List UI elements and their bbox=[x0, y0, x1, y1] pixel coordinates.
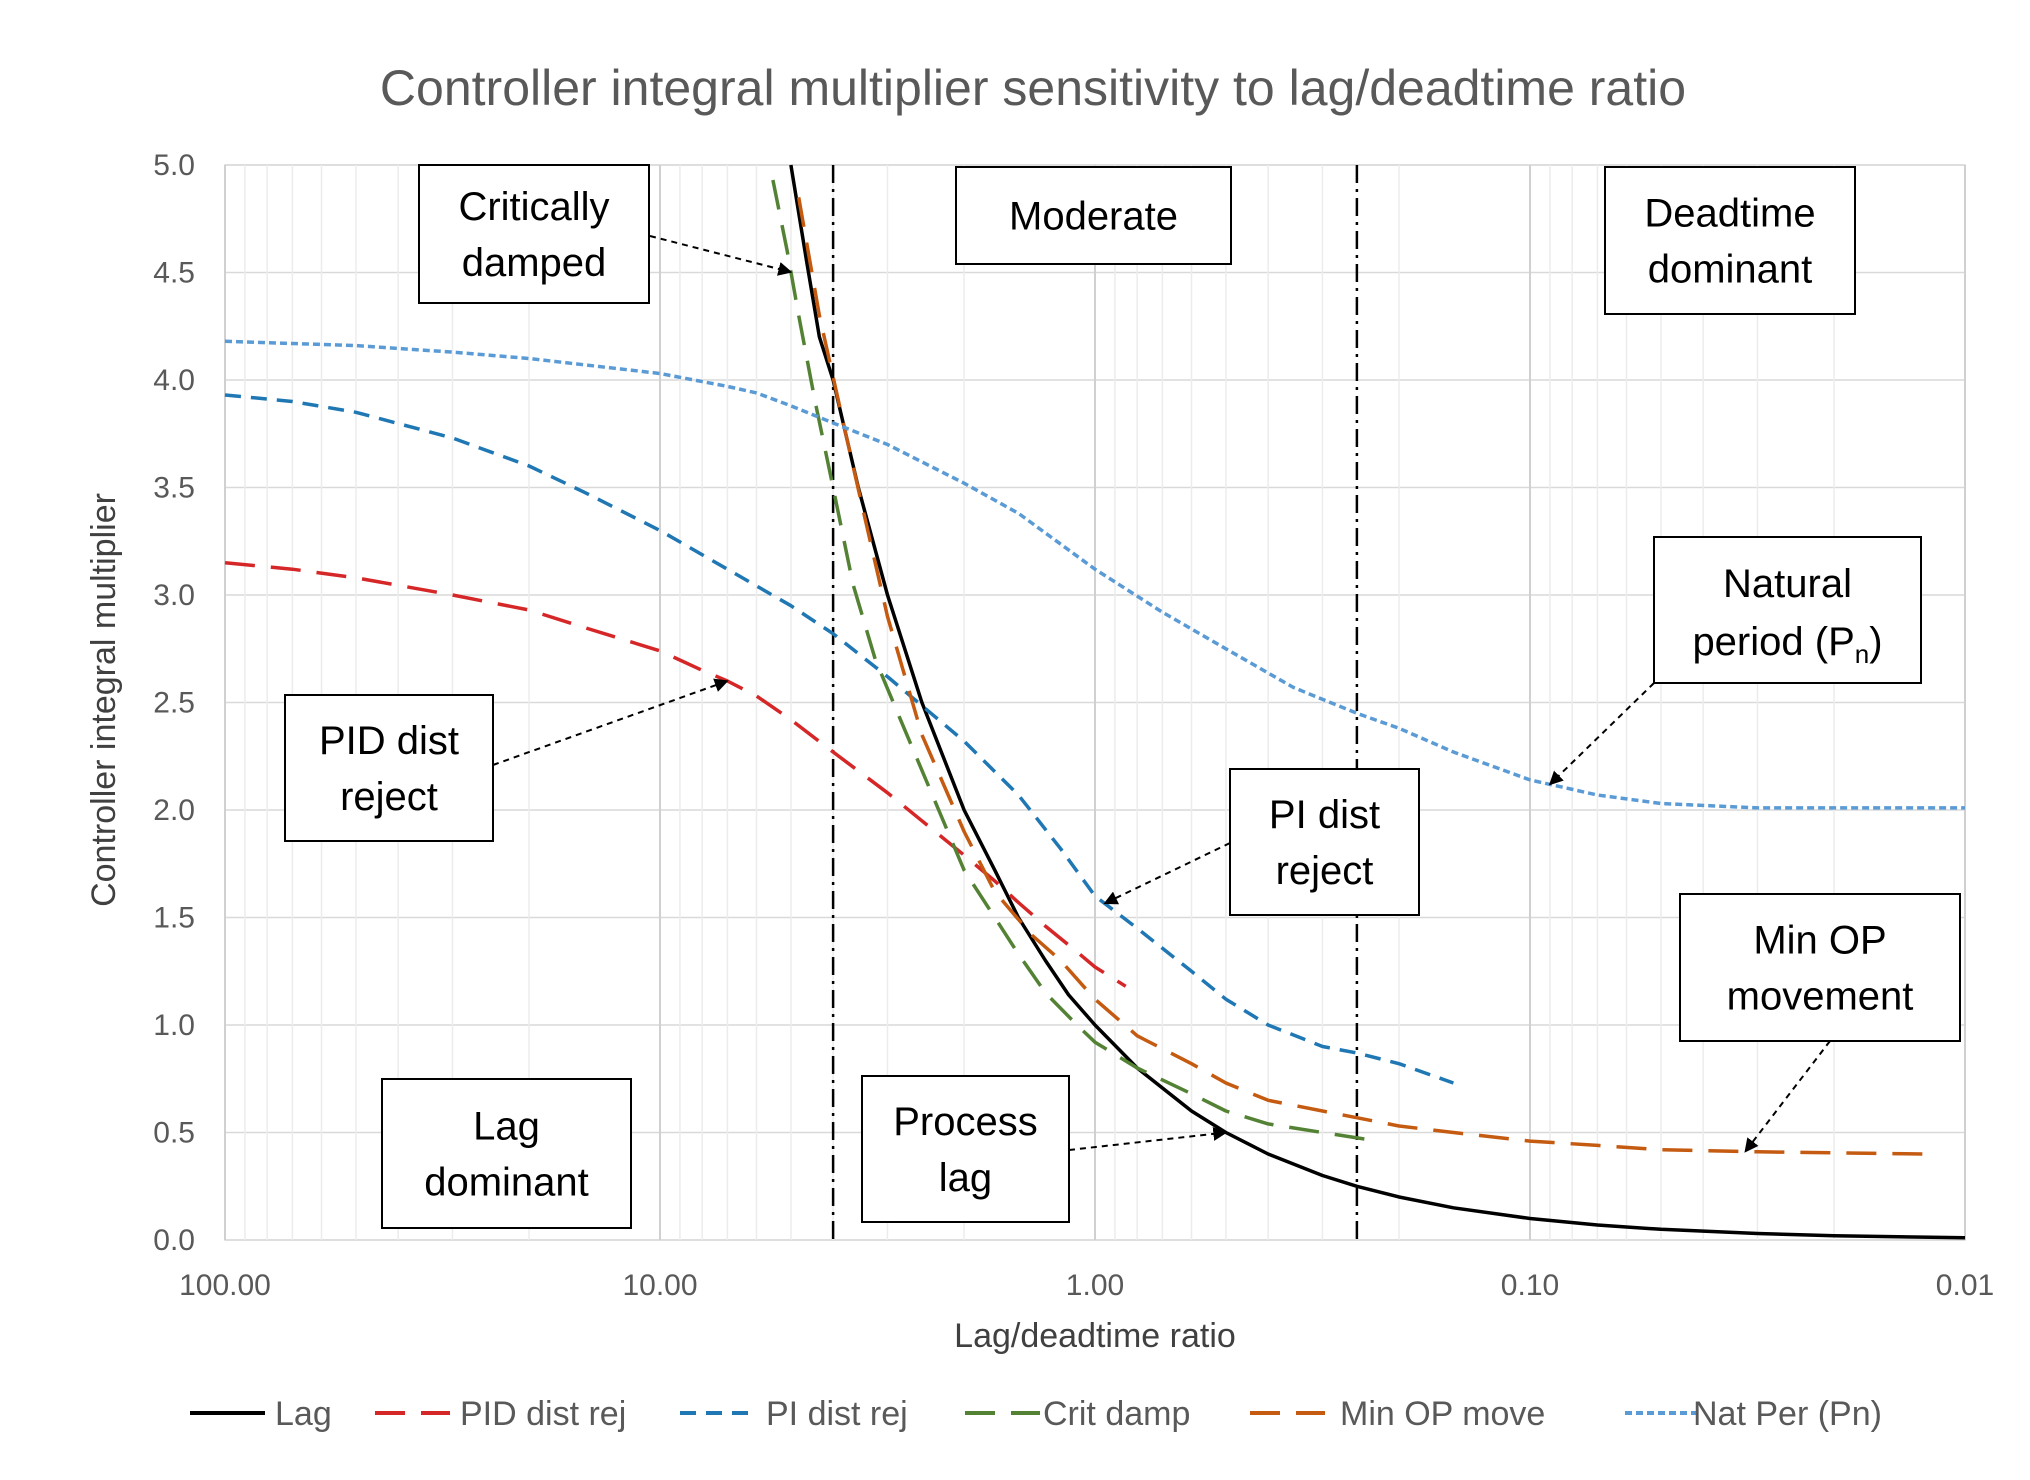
annotation-text-part: ) bbox=[1869, 620, 1882, 664]
x-tick-label: 0.10 bbox=[1501, 1269, 1559, 1302]
annotation-layer: Critically damped Moderate Deadtime dominant… bbox=[284, 164, 1961, 1229]
annotation-pi-dist-reject: PI dist reject bbox=[1103, 768, 1420, 916]
y-tick-label: 2.5 bbox=[153, 687, 195, 720]
legend-label: Min OP move bbox=[1340, 1395, 1545, 1433]
y-tick-label: 3.5 bbox=[153, 472, 195, 505]
annotation-natural-period: Natural period (Pn) bbox=[1548, 536, 1922, 786]
annotation-arrow bbox=[492, 678, 729, 766]
annotation-box bbox=[418, 164, 650, 304]
annotation-box bbox=[1653, 536, 1922, 684]
annotation-moderate: Moderate bbox=[955, 166, 1232, 265]
annotation-text-line: Lag bbox=[473, 1105, 540, 1149]
annotation-process-lag: Process lag bbox=[861, 1075, 1228, 1223]
y-tick-label: 1.0 bbox=[153, 1009, 195, 1042]
annotation-arrow bbox=[1548, 682, 1655, 786]
annotation-text-line: reject bbox=[340, 775, 438, 819]
annotation-text-line: Natural bbox=[1723, 562, 1852, 606]
x-tick-label: 1.00 bbox=[1066, 1269, 1124, 1302]
annotation-text-line: reject bbox=[1276, 849, 1374, 893]
annotation-box bbox=[381, 1078, 632, 1229]
annotation-text-line: Critically bbox=[458, 185, 609, 229]
legend-item: Nat Per (Pn) bbox=[1625, 1395, 1882, 1433]
annotation-text-line: dominant bbox=[1648, 248, 1813, 292]
legend-label: PI dist rej bbox=[766, 1395, 908, 1433]
series-line-nat-per-pn bbox=[224, 339, 1965, 810]
annotation-text-line: dominant bbox=[424, 1161, 589, 1205]
annotation-text-line: damped bbox=[462, 241, 607, 285]
annotation-min-op-movement: Min OP movement bbox=[1679, 893, 1961, 1153]
y-axis-label: Controller integral multiplier bbox=[85, 493, 123, 907]
vertical-marker-layer bbox=[831, 165, 1359, 1240]
series-layer bbox=[224, 164, 1966, 1240]
y-tick-label: 0.5 bbox=[153, 1117, 195, 1150]
annotation-text-line: period (Pn) bbox=[1692, 620, 1882, 669]
x-axis-label: Lag/deadtime ratio bbox=[954, 1317, 1236, 1355]
annotation-arrow bbox=[1744, 1040, 1831, 1153]
legend-item: Min OP move bbox=[1250, 1395, 1545, 1433]
annotation-arrow bbox=[1068, 1126, 1228, 1151]
annotation-text-line: Min OP bbox=[1753, 919, 1886, 963]
y-tick-label: 5.0 bbox=[153, 149, 195, 182]
legend-item: PI dist rej bbox=[680, 1395, 908, 1433]
x-tick-label: 0.01 bbox=[1936, 1269, 1994, 1302]
y-tick-label: 1.5 bbox=[153, 902, 195, 935]
annotation-arrow bbox=[1103, 842, 1231, 905]
legend-item: Lag bbox=[190, 1395, 332, 1433]
annotation-text-line: PID dist bbox=[319, 719, 459, 763]
legend-label: Nat Per (Pn) bbox=[1693, 1395, 1882, 1433]
annotation-text-line: Process bbox=[893, 1100, 1038, 1144]
annotation-pid-dist-reject: PID dist reject bbox=[284, 678, 729, 842]
x-tick-label: 100.00 bbox=[179, 1269, 271, 1302]
annotation-text-line: PI dist bbox=[1269, 793, 1380, 837]
y-tick-label: 2.0 bbox=[153, 794, 195, 827]
annotation-subscript: n bbox=[1855, 639, 1869, 669]
series-line-pid-dist-rej bbox=[224, 561, 1127, 988]
annotation-box bbox=[955, 166, 1232, 265]
x-tick-label: 10.00 bbox=[622, 1269, 697, 1302]
chart-title: Controller integral multiplier sensitivi… bbox=[380, 60, 1686, 116]
tick-layer: 0.0 0.5 1.0 1.5 2.0 2.5 3.0 3.5 4.0 4.5 5.0 100.00 1… bbox=[153, 149, 1994, 1302]
series-line-pi-dist-rej bbox=[224, 393, 1454, 1085]
legend-item: Crit damp bbox=[965, 1395, 1190, 1433]
legend: Lag PID dist rej PI dist rej Crit damp Min O… bbox=[190, 1395, 1882, 1433]
annotation-text-line: movement bbox=[1727, 975, 1914, 1019]
annotation-box bbox=[1679, 893, 1961, 1042]
legend-label: Lag bbox=[275, 1395, 332, 1433]
y-tick-label: 0.0 bbox=[153, 1224, 195, 1257]
y-tick-label: 4.0 bbox=[153, 364, 195, 397]
annotation-text-line: lag bbox=[939, 1156, 992, 1200]
annotation-critically-damped: Critically damped bbox=[418, 164, 793, 304]
annotation-lag-dominant: Lag dominant bbox=[381, 1078, 632, 1229]
annotation-box bbox=[1604, 166, 1856, 315]
series-line-crit-damp bbox=[771, 179, 1365, 1141]
annotation-arrow bbox=[649, 235, 793, 276]
legend-item: PID dist rej bbox=[375, 1395, 626, 1433]
y-tick-label: 4.5 bbox=[153, 257, 195, 290]
legend-label: PID dist rej bbox=[460, 1395, 626, 1433]
annotation-box bbox=[861, 1075, 1070, 1223]
legend-label: Crit damp bbox=[1043, 1395, 1190, 1433]
annotation-text-line: Deadtime bbox=[1644, 192, 1815, 236]
y-tick-label: 3.0 bbox=[153, 579, 195, 612]
annotation-deadtime-dominant: Deadtime dominant bbox=[1604, 166, 1856, 315]
annotation-text-part: period (P bbox=[1692, 620, 1854, 664]
annotation-text-line: Moderate bbox=[1009, 195, 1178, 239]
annotation-box bbox=[1229, 768, 1420, 916]
annotation-box bbox=[284, 694, 494, 842]
